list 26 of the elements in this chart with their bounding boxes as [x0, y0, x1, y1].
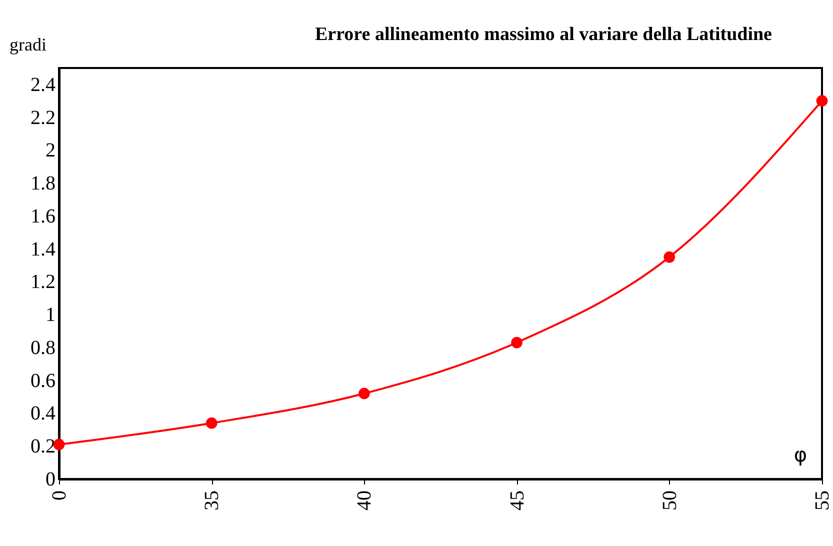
y-tick-label: 1.2 [30, 271, 56, 294]
y-axis-title: gradi [10, 34, 46, 54]
y-tick-label: 0.8 [30, 336, 56, 359]
y-tick-label: 1.4 [30, 238, 56, 260]
y-tick-label: 1.6 [30, 205, 56, 228]
point [358, 388, 370, 400]
x-tick-label: 40 [354, 490, 376, 510]
chart-title: Errore allineamento massimo al variare della Latitudine [314, 24, 772, 45]
y-tick-label: 0 [46, 468, 56, 490]
x-tick-label: 50 [658, 490, 681, 510]
point [664, 251, 676, 263]
x-tick-label: 45 [506, 490, 528, 510]
y-tick-label: 1 [46, 304, 56, 326]
y-tick-label: 2.2 [30, 106, 56, 129]
x-tick-label: 35 [201, 490, 224, 510]
y-tick-label: 0.4 [30, 402, 56, 425]
point [206, 417, 218, 429]
y-tick-label: 2 [46, 140, 56, 162]
point [816, 95, 828, 107]
x-tick-label: 55 [812, 490, 833, 510]
y-tick-label: 2.4 [30, 74, 56, 96]
x-axis-title: φ [794, 442, 808, 466]
point [511, 336, 522, 348]
y-tick-label: 1.8 [30, 172, 56, 195]
y-tick-label: 0.6 [30, 370, 56, 392]
y-tick-label: 0.2 [30, 436, 56, 458]
